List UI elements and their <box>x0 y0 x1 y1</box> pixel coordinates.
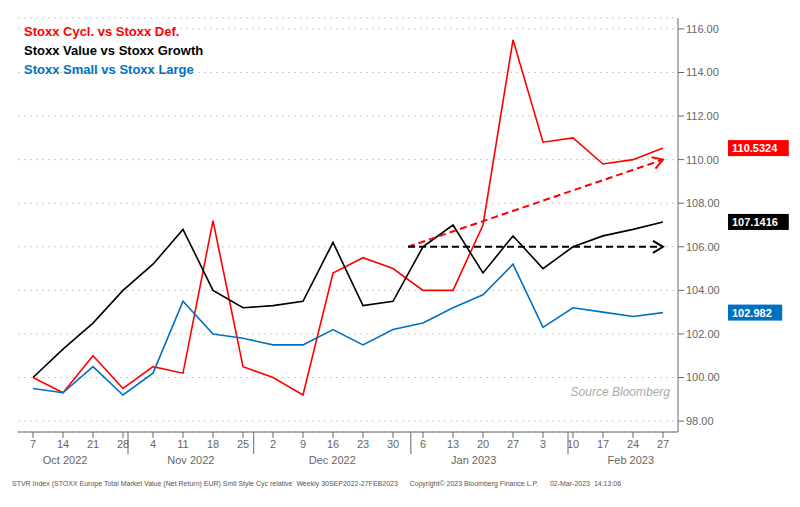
html-text:Stoxx Cycl. vs Stoxx Def.: Stoxx Cycl. vs Stoxx Def. <box>24 24 180 39</box>
svg-text:23: 23 <box>357 438 369 450</box>
svg-text:7: 7 <box>30 438 36 450</box>
svg-text:102.00: 102.00 <box>686 328 720 340</box>
svg-text:104.00: 104.00 <box>686 284 720 296</box>
svg-text:Dec 2022: Dec 2022 <box>309 454 356 466</box>
svg-text:24: 24 <box>627 438 639 450</box>
svg-text:27: 27 <box>507 438 519 450</box>
svg-text:13: 13 <box>447 438 459 450</box>
svg-text:16: 16 <box>327 438 339 450</box>
svg-text:2: 2 <box>270 438 276 450</box>
html-text:Stoxx Value vs Stoxx Growth: Stoxx Value vs Stoxx Growth <box>24 43 204 58</box>
svg-text:100.00: 100.00 <box>686 371 720 383</box>
svg-text:28: 28 <box>117 438 129 450</box>
svg-text:116.00: 116.00 <box>686 23 719 35</box>
svg-text:108.00: 108.00 <box>686 197 720 209</box>
svg-text:17: 17 <box>597 438 609 450</box>
svg-text:106.00: 106.00 <box>686 241 720 253</box>
svg-text:21: 21 <box>87 438 99 450</box>
html-text:Source Bloomberg: Source Bloomberg <box>570 384 670 399</box>
svg-text:Oct 2022: Oct 2022 <box>43 454 88 466</box>
svg-text:Nov 2022: Nov 2022 <box>167 454 214 466</box>
html-text:Stoxx Small vs Stoxx Large: Stoxx Small vs Stoxx Large <box>24 62 194 77</box>
svg-text:102.982: 102.982 <box>732 307 772 319</box>
svg-text:20: 20 <box>477 438 489 450</box>
svg-text:112.00: 112.00 <box>686 110 719 122</box>
svg-text:114.00: 114.00 <box>686 66 719 78</box>
svg-text:9: 9 <box>300 438 306 450</box>
html-text:STVR Index (STOXX Europe Total: STVR Index (STOXX Europe Total Market Va… <box>12 480 622 487</box>
svg-text:14: 14 <box>57 438 69 450</box>
svg-text:110.00: 110.00 <box>686 154 719 166</box>
svg-text:6: 6 <box>420 438 426 450</box>
svg-text:Feb 2023: Feb 2023 <box>608 454 654 466</box>
svg-text:3: 3 <box>540 438 546 450</box>
svg-text:107.1416: 107.1416 <box>732 216 778 228</box>
svg-text:27: 27 <box>657 438 669 450</box>
svg-text:Jan 2023: Jan 2023 <box>451 454 496 466</box>
svg-text:98.00: 98.00 <box>686 415 714 427</box>
svg-text:30: 30 <box>387 438 399 450</box>
svg-text:4: 4 <box>150 438 156 450</box>
svg-text:110.5324: 110.5324 <box>732 142 778 154</box>
svg-text:18: 18 <box>207 438 219 450</box>
svg-text:25: 25 <box>237 438 249 450</box>
svg-text:10: 10 <box>567 438 579 450</box>
svg-text:11: 11 <box>177 438 188 450</box>
